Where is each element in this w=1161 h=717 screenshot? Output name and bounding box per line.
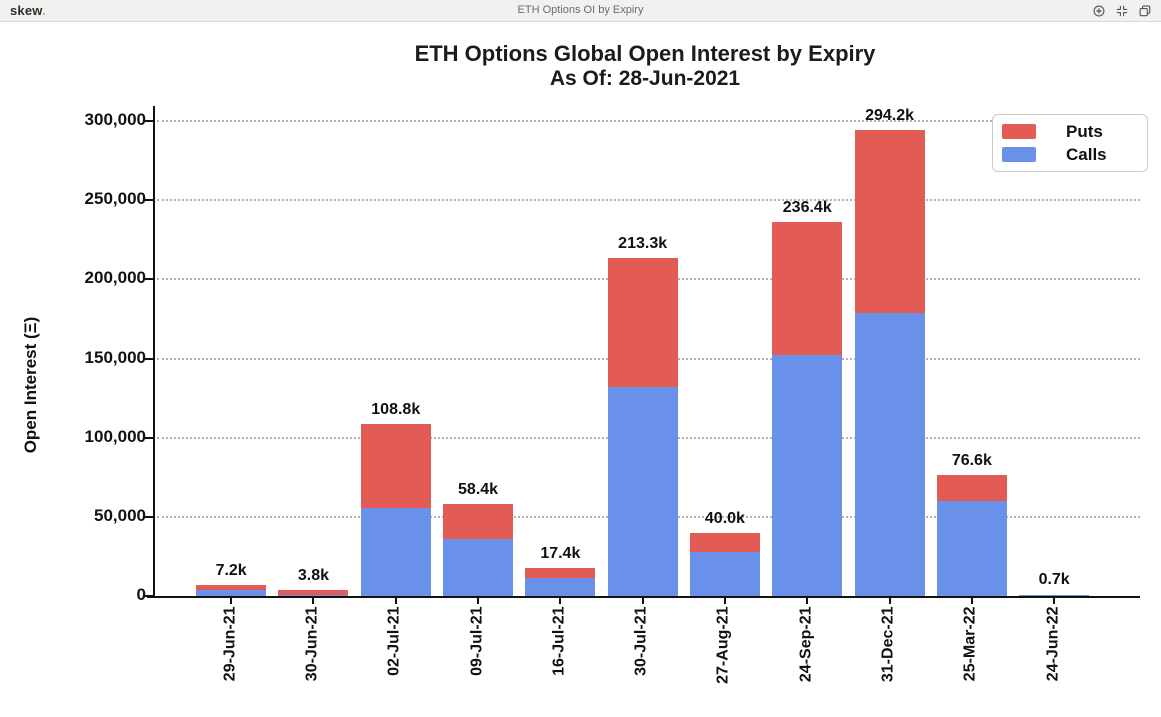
bar-segment-calls[interactable] [360, 508, 431, 596]
legend: Puts Calls [992, 114, 1148, 172]
bar-segment-calls[interactable] [278, 594, 349, 596]
bar-total-label: 3.8k [297, 566, 329, 584]
x-tick-label: 24-Sep-21 [797, 606, 815, 682]
bar-segment-puts[interactable] [607, 258, 678, 387]
y-tick [145, 278, 154, 281]
x-axis-line [147, 596, 1140, 598]
bar-segment-puts[interactable] [525, 568, 596, 578]
bar-segment-calls[interactable] [196, 589, 267, 596]
x-tick-label: 09-Jul-21 [468, 606, 486, 676]
bar-total-label: 213.3k [618, 235, 668, 253]
y-tick-label: 250,000 [84, 189, 146, 209]
chart-subtitle: As Of: 28-Jun-2021 [549, 67, 741, 90]
bar-segment-puts[interactable] [278, 589, 349, 595]
bar-total-label: 294.2k [865, 107, 915, 125]
y-tick [145, 357, 154, 360]
bar-segment-puts[interactable] [772, 221, 843, 356]
legend-swatch-calls [1002, 147, 1036, 162]
bar-segment-calls[interactable] [689, 551, 760, 596]
bar-segment-calls[interactable] [854, 312, 925, 596]
y-tick-label: 150,000 [84, 347, 146, 367]
bar-segment-calls[interactable] [525, 577, 596, 596]
y-tick [145, 120, 154, 122]
legend-swatch-puts [1002, 124, 1036, 139]
x-tick-label: 29-Jun-21 [221, 606, 239, 681]
x-tick [888, 598, 891, 604]
skew-logo-text: skew [10, 3, 43, 18]
copy-icon[interactable] [1138, 4, 1152, 18]
chart-title: ETH Options Global Open Interest by Expi… [414, 41, 876, 66]
y-tick [145, 515, 154, 518]
bar-total-label: 108.8k [371, 400, 421, 418]
x-tick [806, 598, 809, 604]
bar-segment-puts[interactable] [936, 474, 1007, 501]
bar-segment-puts[interactable] [854, 130, 925, 313]
x-tick [641, 598, 644, 604]
y-tick [145, 436, 154, 439]
resize-icon[interactable] [1115, 4, 1129, 18]
y-tick-label: 200,000 [84, 268, 146, 288]
skew-logo[interactable]: skew. [10, 3, 46, 18]
x-tick-label: 02-Jul-21 [385, 606, 403, 676]
y-axis-title: Open Interest (Ξ) [21, 316, 40, 454]
bar-segment-calls[interactable] [1019, 594, 1090, 596]
x-tick [1053, 598, 1056, 604]
header-toolbar [1092, 0, 1152, 22]
x-tick [477, 598, 480, 604]
x-tick-label: 31-Dec-21 [879, 606, 897, 682]
x-tick [970, 598, 973, 604]
legend-item-calls[interactable]: Calls [1002, 144, 1137, 166]
zoom-in-icon[interactable] [1092, 4, 1106, 18]
legend-label-calls: Calls [1066, 144, 1107, 164]
x-tick [230, 598, 233, 604]
bar-segment-puts[interactable] [360, 423, 431, 509]
x-tick [559, 598, 562, 604]
bar-total-label: 0.7k [1038, 571, 1070, 589]
gridline [157, 199, 1140, 202]
y-tick-label: 50,000 [94, 505, 146, 525]
window-title: ETH Options OI by Expiry [517, 4, 644, 16]
x-tick [723, 598, 726, 604]
bar-total-label: 17.4k [540, 545, 581, 563]
x-tick-label: 30-Jul-21 [632, 606, 650, 676]
bar-segment-calls[interactable] [607, 387, 678, 596]
x-tick-label: 30-Jun-21 [303, 606, 321, 681]
x-tick [394, 598, 397, 604]
bar-segment-puts[interactable] [689, 532, 760, 552]
y-tick [145, 199, 154, 202]
bar-total-label: 40.0k [704, 509, 745, 527]
x-tick-label: 24-Jun-22 [1044, 606, 1062, 681]
bar-total-label: 58.4k [458, 480, 499, 498]
bar-segment-puts[interactable] [443, 503, 514, 539]
skew-logo-dot: . [42, 3, 46, 18]
x-tick-label: 27-Aug-21 [714, 606, 732, 684]
y-axis-line [153, 106, 155, 598]
x-tick-label: 25-Mar-22 [961, 606, 979, 681]
bar-segment-calls[interactable] [936, 501, 1007, 596]
y-tick-label: 300,000 [84, 110, 146, 129]
bar-total-label: 236.4k [782, 198, 832, 216]
legend-item-puts[interactable]: Puts [1002, 121, 1137, 143]
bar-segment-puts[interactable] [196, 584, 267, 590]
x-tick [312, 598, 315, 604]
bar-total-label: 7.2k [215, 561, 247, 579]
header: skew. ETH Options OI by Expiry [0, 0, 1161, 22]
x-tick-label: 16-Jul-21 [550, 606, 568, 676]
bar-segment-calls[interactable] [443, 539, 514, 596]
y-tick-label: 100,000 [84, 426, 146, 446]
gridline [157, 120, 1140, 122]
legend-label-puts: Puts [1066, 121, 1103, 141]
bar-segment-calls[interactable] [772, 355, 843, 596]
y-tick-label: 0 [136, 585, 146, 604]
bar-total-label: 76.6k [951, 451, 992, 469]
